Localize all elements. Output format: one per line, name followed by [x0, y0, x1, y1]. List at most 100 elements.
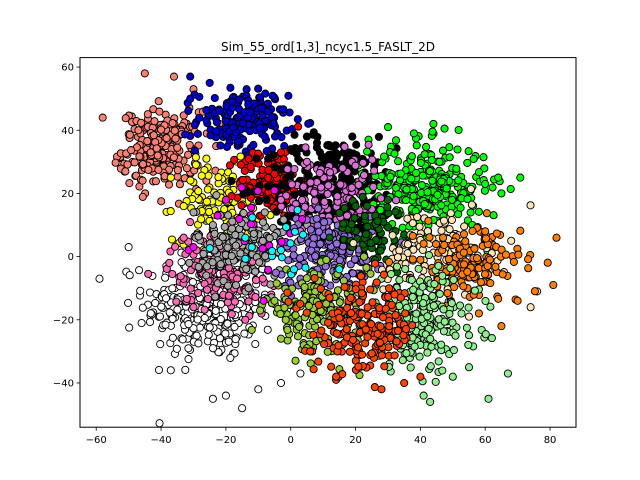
scatter-point-cluster-13 — [450, 283, 459, 292]
scatter-point-cluster-15 — [247, 325, 256, 334]
scatter-point-cluster-13 — [486, 279, 495, 288]
scatter-point-cluster-2 — [181, 130, 190, 139]
scatter-point-cluster-13 — [408, 255, 417, 264]
scatter-point-cluster-14 — [438, 366, 447, 375]
scatter-point-cluster-18 — [205, 244, 214, 253]
scatter-point-cluster-0 — [138, 303, 147, 312]
scatter-point-cluster-4 — [246, 162, 255, 171]
scatter-point-cluster-1 — [138, 192, 147, 201]
scatter-point-cluster-2 — [255, 124, 265, 133]
scatter-point-cluster-14 — [419, 391, 428, 400]
scatter-point-cluster-12 — [460, 222, 469, 231]
scatter-point-cluster-1 — [164, 180, 174, 189]
scatter-point-cluster-12 — [526, 201, 535, 210]
scatter-point-cluster-7 — [368, 155, 377, 164]
scatter-point-cluster-13 — [463, 267, 472, 276]
scatter-point-cluster-18 — [335, 265, 344, 274]
scatter-point-cluster-0 — [216, 315, 225, 324]
scatter-point-cluster-16 — [302, 308, 311, 317]
scatter-point-cluster-2 — [257, 104, 266, 113]
scatter-point-cluster-17 — [258, 244, 267, 253]
scatter-point-cluster-16 — [309, 330, 318, 339]
y-tick-label: −20 — [53, 315, 74, 326]
scatter-point-cluster-6 — [438, 146, 448, 155]
scatter-point-cluster-14 — [426, 362, 435, 371]
scatter-point-cluster-14 — [481, 296, 490, 306]
scatter-point-cluster-15 — [272, 279, 281, 288]
scatter-point-cluster-6 — [429, 119, 438, 128]
x-tick-label: 0 — [288, 435, 294, 446]
scatter-point-cluster-14 — [387, 269, 396, 279]
scatter-point-cluster-0 — [231, 335, 240, 344]
scatter-point-cluster-2 — [190, 120, 199, 129]
scatter-point-cluster-15 — [304, 301, 313, 310]
scatter-point-cluster-7 — [320, 197, 329, 206]
scatter-point-cluster-1 — [152, 144, 161, 153]
scatter-point-cluster-14 — [449, 346, 458, 355]
scatter-point-cluster-2 — [304, 119, 313, 128]
scatter-point-cluster-16 — [314, 357, 323, 366]
scatter-point-cluster-11 — [383, 195, 393, 204]
scatter-point-cluster-10 — [335, 256, 344, 265]
scatter-point-cluster-8 — [203, 285, 212, 294]
scatter-point-cluster-9 — [223, 243, 232, 252]
scatter-point-cluster-18 — [241, 233, 250, 242]
scatter-point-cluster-2 — [215, 106, 224, 116]
scatter-point-cluster-6 — [453, 145, 462, 154]
scatter-point-cluster-7 — [300, 202, 309, 211]
scatter-point-cluster-2 — [216, 141, 225, 150]
scatter-point-cluster-2 — [229, 123, 238, 132]
scatter-point-cluster-1 — [125, 179, 134, 188]
scatter-point-cluster-14 — [439, 327, 448, 336]
scatter-point-cluster-5 — [227, 176, 236, 186]
scatter-point-cluster-14 — [462, 323, 471, 332]
scatter-point-cluster-1 — [173, 143, 182, 152]
scatter-point-cluster-2 — [238, 119, 248, 128]
scatter-point-cluster-6 — [506, 184, 515, 194]
scatter-point-cluster-9 — [239, 208, 248, 218]
scatter-point-cluster-7 — [359, 158, 368, 167]
scatter-point-cluster-13 — [543, 258, 552, 267]
x-tick-label: 40 — [414, 435, 427, 446]
scatter-point-cluster-14 — [395, 275, 404, 285]
x-tick-label: 80 — [544, 435, 557, 446]
scatter-point-cluster-6 — [474, 168, 484, 177]
scatter-point-cluster-13 — [476, 278, 486, 287]
scatter-point-cluster-0 — [166, 366, 175, 375]
scatter-point-cluster-2 — [195, 92, 204, 101]
scatter-point-cluster-16 — [363, 303, 372, 312]
scatter-point-cluster-16 — [376, 322, 385, 331]
scatter-point-cluster-2 — [244, 100, 253, 109]
scatter-point-cluster-0 — [156, 340, 165, 349]
scatter-point-cluster-13 — [497, 245, 506, 254]
scatter-point-cluster-16 — [390, 290, 399, 299]
scatter-point-cluster-16 — [353, 343, 363, 352]
scatter-point-cluster-10 — [289, 251, 298, 260]
scatter-point-cluster-2 — [269, 119, 278, 128]
scatter-point-cluster-14 — [428, 291, 437, 301]
scatter-point-cluster-6 — [402, 185, 411, 194]
scatter-point-cluster-15 — [280, 303, 289, 312]
scatter-point-cluster-15 — [276, 334, 286, 343]
scatter-point-cluster-8 — [258, 274, 267, 283]
scatter-point-cluster-11 — [362, 202, 372, 211]
scatter-point-cluster-0 — [296, 369, 305, 378]
x-tick-label: 60 — [479, 435, 492, 446]
scatter-point-cluster-18 — [248, 213, 257, 222]
scatter-point-cluster-18 — [293, 205, 302, 215]
scatter-point-cluster-14 — [395, 301, 404, 311]
scatter-point-cluster-6 — [391, 136, 401, 145]
scatter-point-cluster-16 — [370, 383, 379, 392]
scatter-point-cluster-14 — [447, 299, 456, 308]
scatter-points-layer — [95, 69, 561, 428]
scatter-point-cluster-7 — [306, 178, 315, 187]
scatter-point-cluster-16 — [385, 322, 394, 331]
scatter-point-cluster-0 — [251, 339, 260, 349]
scatter-point-cluster-0 — [95, 274, 104, 283]
scatter-point-cluster-7 — [283, 165, 292, 174]
scatter-point-cluster-16 — [347, 309, 356, 318]
scatter-point-cluster-14 — [426, 397, 435, 406]
scatter-point-cluster-1 — [162, 134, 171, 143]
scatter-point-cluster-15 — [291, 356, 300, 365]
scatter-point-cluster-0 — [193, 315, 202, 324]
